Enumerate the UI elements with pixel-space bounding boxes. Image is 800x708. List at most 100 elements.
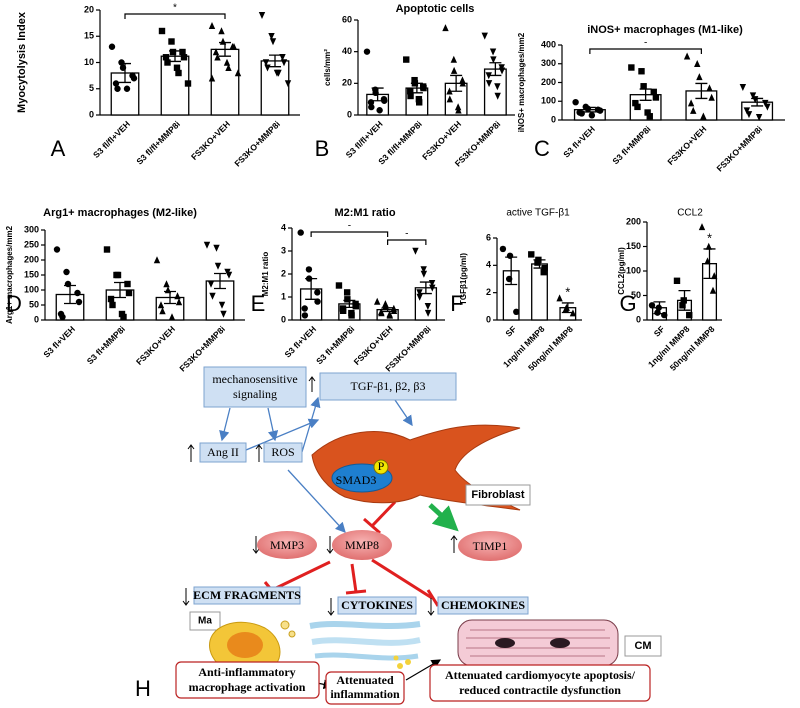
node-label: ECM FRAGMENTS <box>193 588 301 602</box>
y-tick-label: 40 <box>342 46 352 56</box>
data-point <box>230 42 238 50</box>
x-tick-label: S3 fl+VEH <box>41 324 77 360</box>
data-point <box>124 280 131 288</box>
y-tick-label: 4 <box>486 260 491 270</box>
data-point <box>751 96 759 104</box>
inhibit <box>370 500 397 528</box>
up-arrow <box>450 535 458 553</box>
node-box <box>337 596 417 615</box>
data-point <box>218 301 226 309</box>
data-point <box>709 286 717 294</box>
chart-title: Apoptotic cells <box>396 3 475 15</box>
data-point <box>506 252 514 259</box>
y-tick-label: 0 <box>34 314 39 324</box>
y-tick-label: 100 <box>24 284 39 294</box>
cm-nucleus <box>550 638 570 648</box>
y-axis-label: iNOS+ macrophages/mm2 <box>517 32 526 132</box>
data-point <box>687 99 695 107</box>
significance-bracket <box>124 13 226 19</box>
data-point <box>459 76 466 84</box>
data-point <box>108 43 116 50</box>
data-point <box>169 48 177 56</box>
chart-title: active TGF-β1 <box>506 208 570 219</box>
data-point <box>648 302 656 309</box>
data-point <box>683 52 691 60</box>
data-point <box>694 59 701 67</box>
y-tick-label: 20 <box>84 4 94 14</box>
data-point <box>123 85 131 92</box>
data-point <box>650 88 657 96</box>
x-tick-label: FS3KO+VEH <box>420 119 463 162</box>
data-point <box>367 99 375 106</box>
data-point <box>314 289 321 296</box>
data-point <box>562 305 570 313</box>
striations <box>466 629 610 657</box>
x-tick-label: S3 fl/fl+VEH <box>91 119 132 160</box>
significance-label: * <box>565 284 570 299</box>
data-point <box>661 311 668 319</box>
data-point <box>223 58 231 66</box>
data-point <box>739 83 747 91</box>
data-point <box>212 48 220 56</box>
data-point <box>214 53 221 61</box>
outcome-box <box>429 664 651 702</box>
x-tick-label: S3 fl+MMP8i <box>610 124 652 166</box>
x-tick-label: S3 fl+VEH <box>282 324 318 360</box>
node-label: signaling <box>233 387 277 401</box>
data-point <box>209 292 216 300</box>
arrow <box>287 469 346 533</box>
y-tick-label: 300 <box>541 58 556 68</box>
y-tick-label: 20 <box>342 78 352 88</box>
error-bar <box>114 281 126 299</box>
data-point <box>64 280 72 288</box>
data-point <box>180 54 188 61</box>
data-point <box>114 271 122 279</box>
data-point <box>498 67 506 75</box>
node-label: Ma <box>198 616 212 627</box>
significance-label: - <box>405 229 408 240</box>
y-axis-label: cells/mm² <box>323 49 332 86</box>
node-label: Anti-inflammatory <box>198 665 295 679</box>
node-label: Ang II <box>207 445 239 459</box>
data-point <box>163 280 170 288</box>
chart-title: Arg1+ macrophages (M2-like) <box>43 207 197 219</box>
significance-bracket <box>387 239 427 245</box>
x-tick-label: 50ng/ml MMP8 <box>668 324 717 373</box>
node-label: MMP3 <box>270 538 304 552</box>
panel-label: H <box>135 676 151 701</box>
cytokine-image <box>309 621 421 669</box>
data-point <box>706 84 713 92</box>
down-arrow <box>427 598 435 616</box>
node-label: Fibroblast <box>471 489 525 501</box>
chart-title: M2:M1 ratio <box>334 207 395 219</box>
data-point <box>428 280 436 287</box>
y-tick-label: 200 <box>24 254 39 264</box>
data-point <box>450 55 458 63</box>
significance-label: - <box>644 38 647 49</box>
error-bar <box>214 272 226 290</box>
data-point <box>297 229 304 236</box>
cardiomyocyte-cell <box>457 619 619 667</box>
significance-label: * <box>707 230 712 245</box>
data-point <box>279 54 286 62</box>
data-point <box>596 107 604 114</box>
y-tick-label: 4 <box>281 222 286 232</box>
data-point <box>343 289 351 296</box>
panel-label: E <box>251 291 266 316</box>
data-point <box>159 307 166 315</box>
data-point <box>118 59 125 66</box>
x-tick-label: FS3KO+MMP8i <box>714 124 764 174</box>
x-tick-label: S3 fl/fl+VEH <box>344 119 385 160</box>
macrophage-nucleus <box>227 632 263 658</box>
data-point <box>704 257 711 265</box>
node-label: mechanosensitive <box>212 372 297 386</box>
data-point <box>485 80 493 88</box>
y-tick-label: 100 <box>626 265 641 275</box>
down-arrow <box>326 536 334 554</box>
data-point <box>628 64 635 71</box>
node-label: CYTOKINES <box>341 598 413 612</box>
data-point <box>258 12 266 20</box>
data-point <box>75 298 83 306</box>
